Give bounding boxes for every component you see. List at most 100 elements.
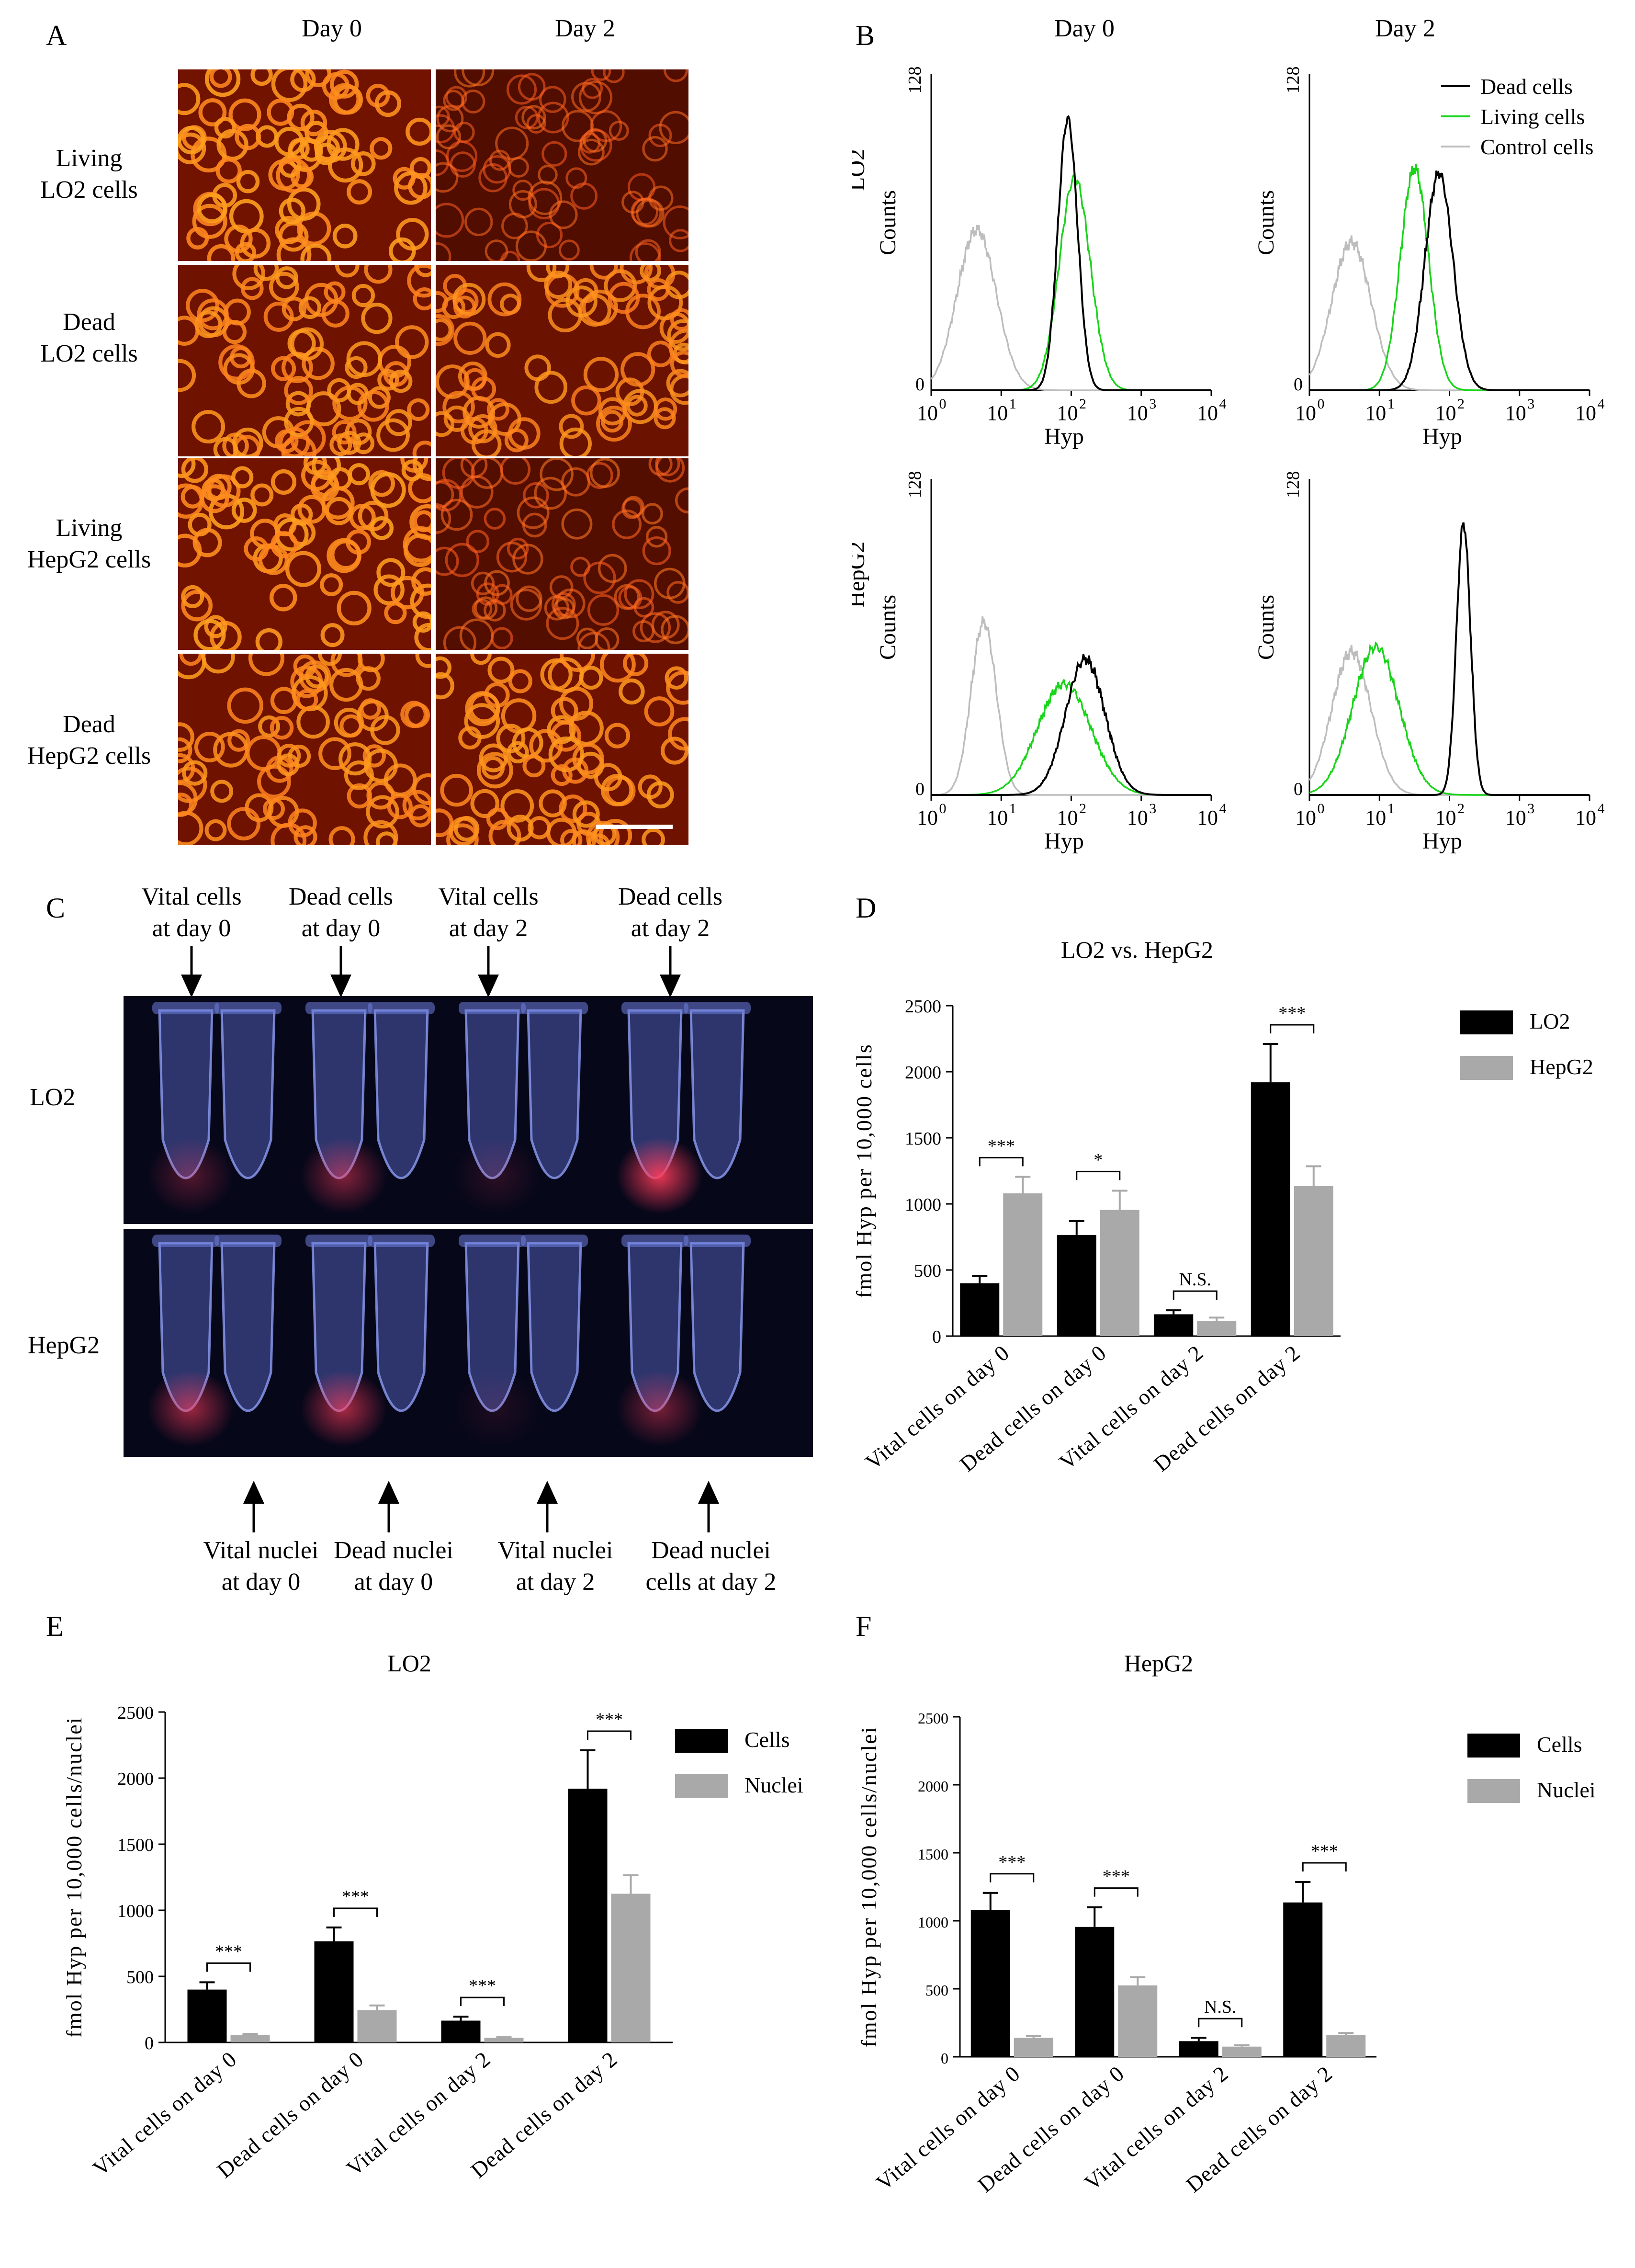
cell-outline bbox=[484, 508, 506, 530]
y-tick-label: 2000 bbox=[117, 1769, 154, 1789]
bar-nuclei-3 bbox=[1222, 2046, 1262, 2057]
x-axis-label: Hyp bbox=[1044, 828, 1084, 854]
cell-outline bbox=[590, 458, 620, 488]
cell-outline bbox=[389, 369, 413, 393]
tube bbox=[527, 1009, 582, 1179]
cell-outline bbox=[178, 811, 203, 845]
tube bbox=[220, 1009, 276, 1179]
cell-outline bbox=[492, 584, 513, 605]
significance-bracket bbox=[206, 1962, 251, 1972]
pellet-fluorescence bbox=[147, 1370, 234, 1447]
bar-hepg2-3 bbox=[1197, 1321, 1237, 1336]
tube bbox=[689, 1009, 745, 1179]
pellet-fluorescence bbox=[454, 1370, 540, 1447]
row-label-lo2: LO2 bbox=[852, 149, 869, 191]
panel-f-label: F bbox=[856, 1610, 872, 1642]
cell-outline bbox=[521, 105, 546, 130]
cell-outline bbox=[407, 265, 431, 298]
bar-lo2-2 bbox=[1057, 1235, 1096, 1336]
cell-outline bbox=[436, 546, 459, 576]
x-tick-exponent: 3 bbox=[1527, 396, 1534, 412]
histogram-control-cells bbox=[1308, 235, 1590, 391]
cell-outline bbox=[296, 705, 330, 739]
down-arrow bbox=[660, 946, 681, 998]
cell-outline bbox=[244, 536, 269, 561]
cell-outline bbox=[537, 102, 569, 134]
cell-outline bbox=[436, 656, 451, 679]
cell-outline bbox=[454, 69, 485, 88]
cell-outline bbox=[436, 480, 454, 509]
tube-cap bbox=[459, 1235, 526, 1247]
histogram-dead-cells bbox=[931, 654, 1211, 796]
cell-outline bbox=[276, 158, 311, 193]
cell-outline bbox=[496, 542, 528, 573]
histogram-dead-cells bbox=[931, 115, 1211, 391]
cell-outline bbox=[449, 816, 478, 845]
significance-label: *** bbox=[1311, 1841, 1338, 1861]
cell-outline bbox=[462, 69, 495, 87]
cell-outline bbox=[235, 124, 261, 150]
y-axis-label: fmol Hyp per 10,000 cells/nuclei bbox=[62, 1717, 86, 2038]
cell-outline bbox=[253, 265, 279, 281]
bar-nuclei-1 bbox=[230, 2035, 270, 2042]
cell-outline bbox=[287, 137, 323, 172]
cell-outline bbox=[453, 321, 487, 355]
x-tick-label: 10 bbox=[1505, 401, 1526, 425]
pellet-fluorescence bbox=[454, 1137, 540, 1214]
cell-outline bbox=[436, 105, 464, 133]
micrograph-texture bbox=[436, 458, 688, 650]
micrograph-texture bbox=[178, 265, 431, 456]
cell-outline bbox=[558, 239, 580, 261]
cell-outline bbox=[376, 418, 410, 452]
cell-outline bbox=[383, 763, 417, 797]
cell-outline bbox=[654, 397, 677, 421]
chart-d-lo2-vs-hepg2: 0 500 1000 1500 2000 2500 fmol Hyp per 10,000 … bbox=[852, 936, 1593, 1476]
cell-outline bbox=[500, 458, 531, 485]
cell-outline bbox=[412, 441, 431, 456]
cell-outline bbox=[645, 526, 668, 548]
micrograph-texture bbox=[436, 69, 688, 261]
cell-outline bbox=[366, 795, 399, 829]
x-tick-exponent: 3 bbox=[1527, 801, 1534, 816]
cell-outline bbox=[186, 227, 209, 249]
cell-outline bbox=[539, 789, 567, 817]
tube-photo-lo2 bbox=[124, 996, 813, 1224]
panel-e-label: E bbox=[46, 1610, 64, 1642]
x-tick-exponent: 4 bbox=[1219, 396, 1227, 412]
cell-outline bbox=[348, 463, 370, 486]
cell-outline bbox=[194, 731, 225, 762]
y-tick-label: 1500 bbox=[117, 1835, 154, 1855]
x-tick-exponent: 3 bbox=[1149, 396, 1156, 412]
cell-outline bbox=[327, 128, 360, 161]
pellet-fluorescence bbox=[301, 1370, 387, 1447]
cell-outline bbox=[560, 829, 583, 845]
cell-outline bbox=[197, 298, 229, 330]
cell-outline bbox=[669, 374, 688, 405]
cell-outline bbox=[436, 808, 454, 838]
micrograph-r4-c1 bbox=[178, 654, 431, 845]
panel-b-day0-header: Day 0 bbox=[1054, 15, 1115, 42]
cell-outline bbox=[293, 654, 317, 678]
cell-outline bbox=[321, 486, 355, 520]
x-tick-label: 10 bbox=[917, 806, 938, 829]
tube-cap bbox=[214, 1002, 282, 1014]
cell-outline bbox=[345, 356, 368, 379]
y-axis-label: Counts bbox=[875, 190, 901, 255]
cell-outline bbox=[269, 584, 297, 612]
micrograph-texture bbox=[178, 654, 431, 845]
cell-outline bbox=[598, 397, 627, 426]
cell-outline bbox=[357, 390, 389, 422]
x-tick-exponent: 3 bbox=[1149, 801, 1156, 816]
cell-outline bbox=[507, 815, 534, 842]
x-axis-label: Hyp bbox=[1422, 424, 1462, 449]
y-tick-label: 2000 bbox=[905, 1063, 941, 1083]
significance-label: *** bbox=[342, 1887, 369, 1907]
cell-outline bbox=[287, 329, 316, 358]
cell-outline bbox=[599, 654, 636, 683]
cell-outline bbox=[596, 406, 632, 442]
bar-lo2-4 bbox=[1251, 1082, 1290, 1336]
cell-outline bbox=[517, 496, 550, 529]
x-tick-label: 10 bbox=[917, 401, 938, 425]
cell-outline bbox=[459, 618, 494, 650]
micrograph-r4-c2 bbox=[436, 654, 688, 845]
